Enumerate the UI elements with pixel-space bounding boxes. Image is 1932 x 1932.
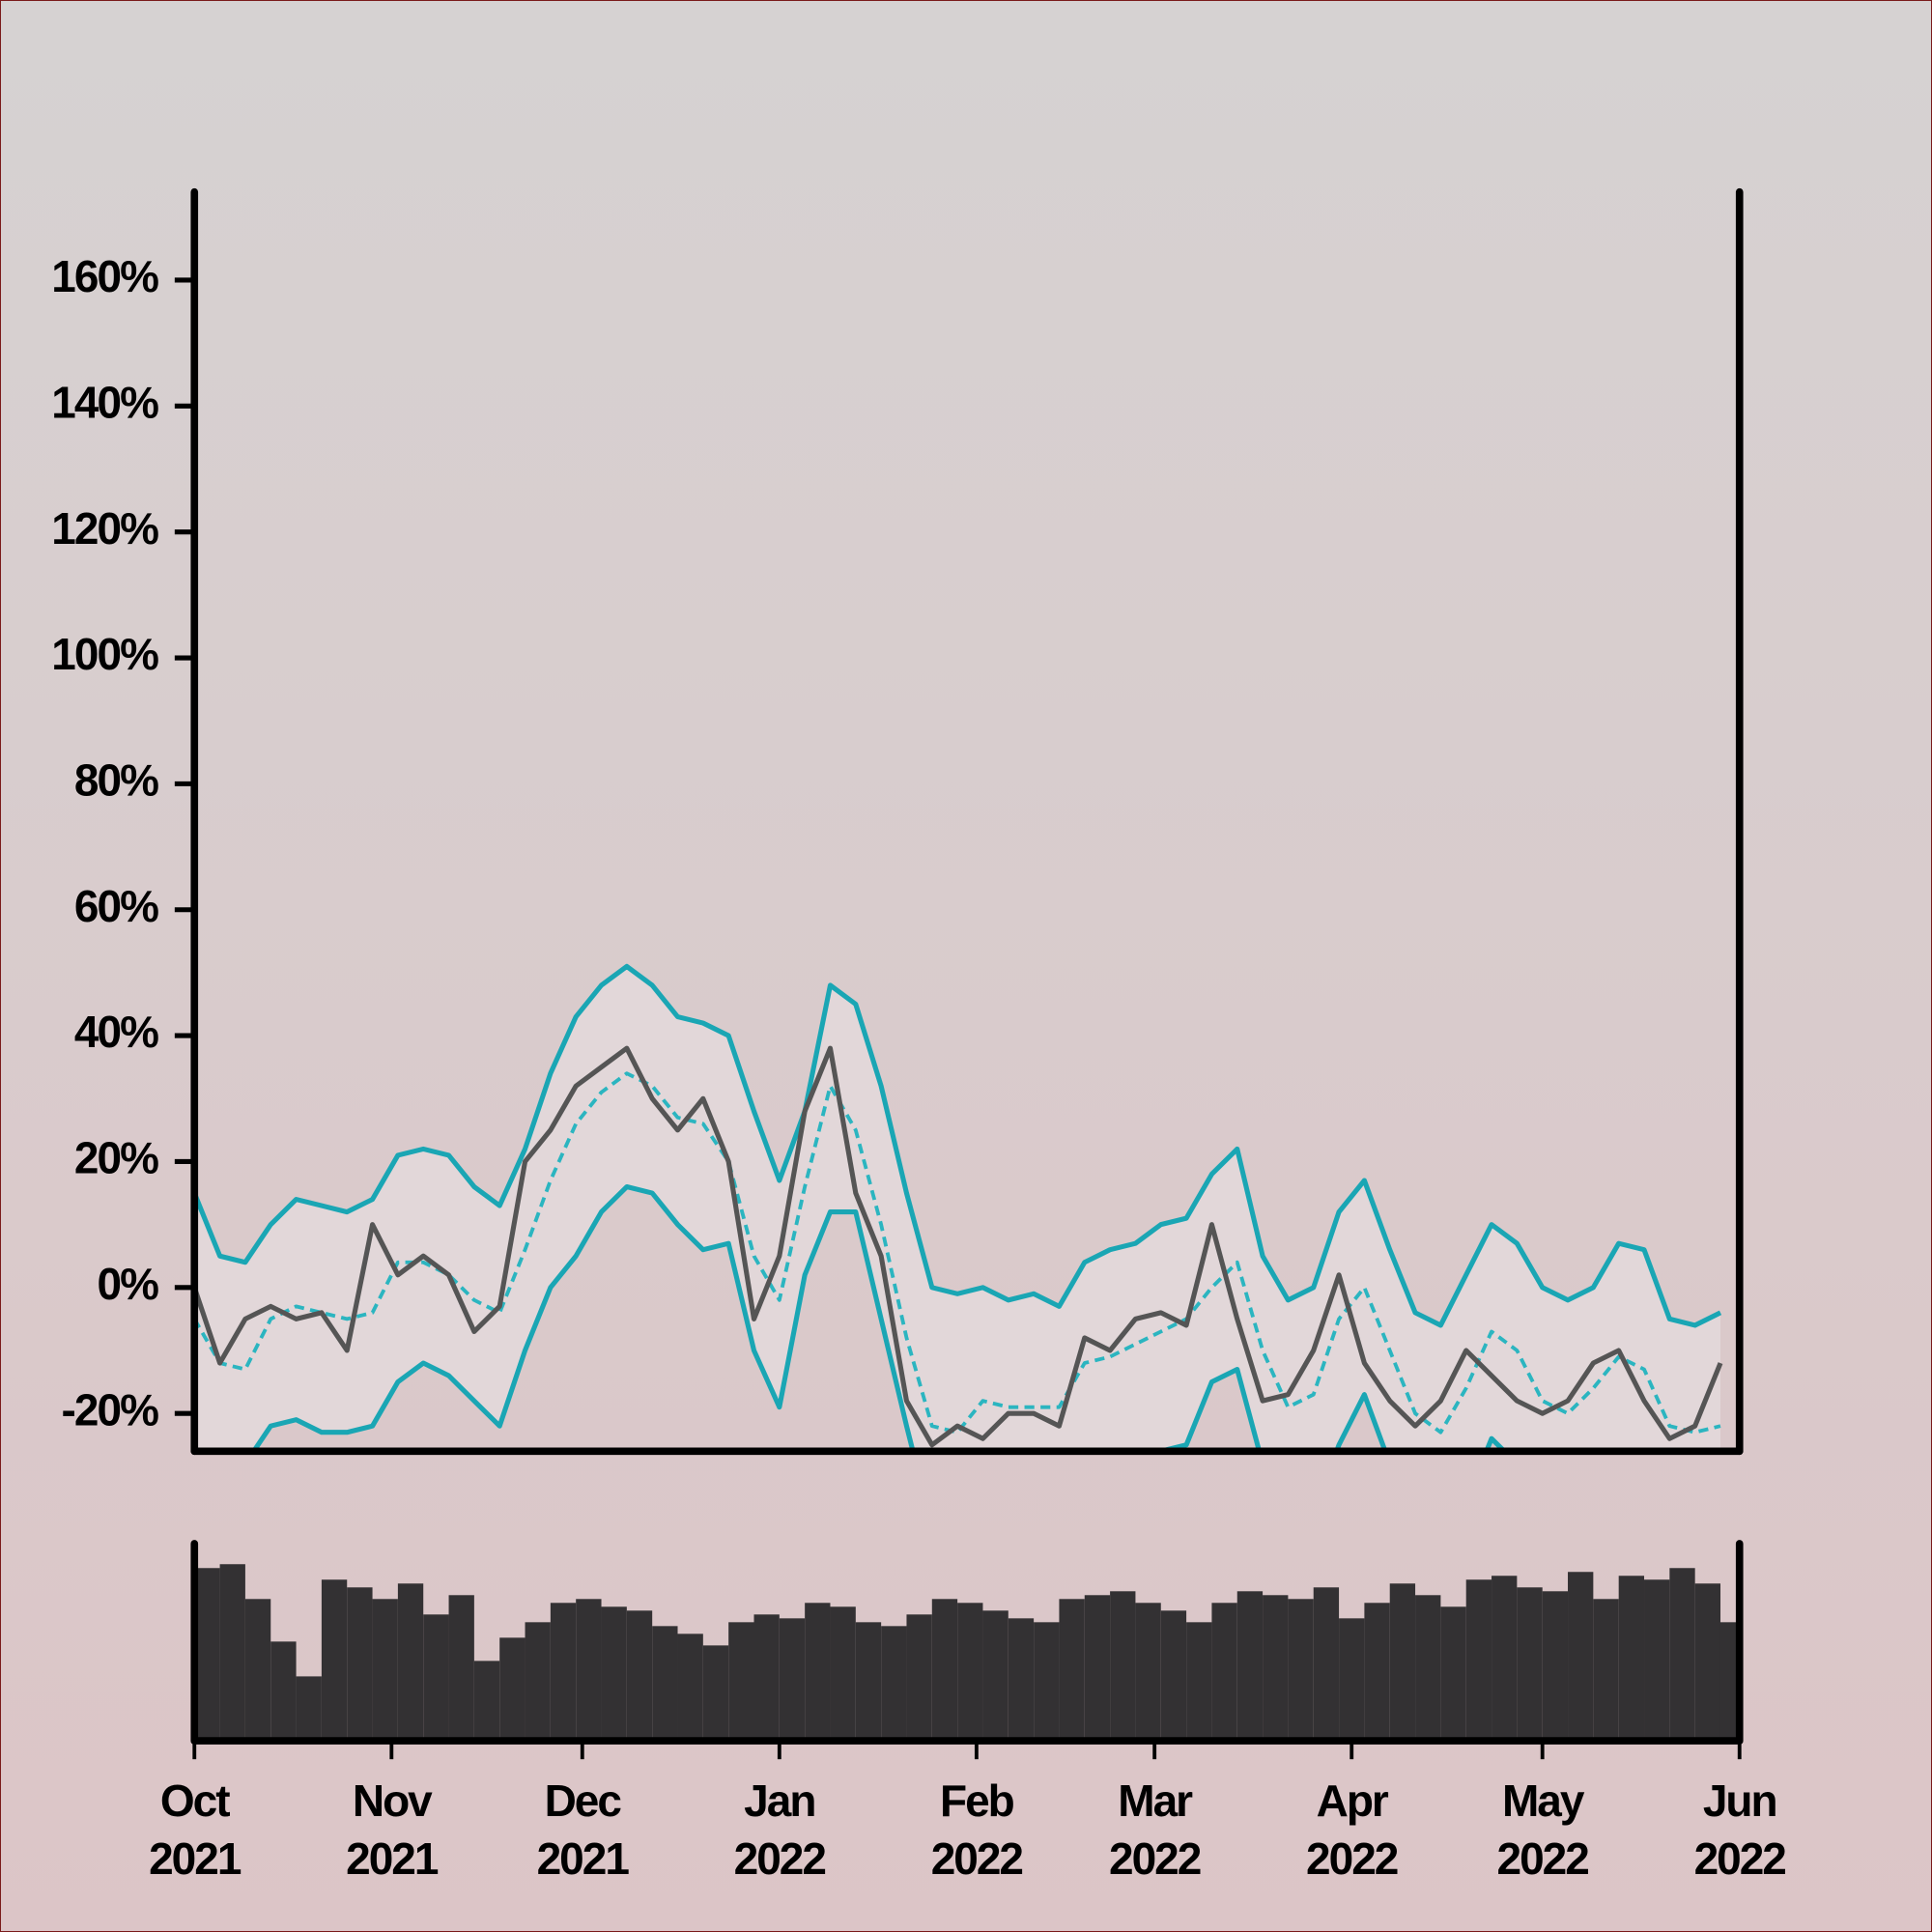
volume-bar bbox=[448, 1595, 474, 1739]
volume-bar bbox=[1288, 1599, 1314, 1739]
volume-bar bbox=[1618, 1576, 1645, 1739]
x-tick-label: Dec 2021 bbox=[536, 1775, 630, 1884]
volume-bar bbox=[1211, 1603, 1237, 1739]
volume-bar bbox=[805, 1603, 831, 1739]
volume-bar bbox=[1135, 1603, 1161, 1739]
volume-bar bbox=[1568, 1572, 1594, 1739]
volume-bar bbox=[677, 1634, 703, 1739]
volume-bar bbox=[397, 1583, 424, 1739]
y-tick-label: 20% bbox=[74, 1133, 158, 1183]
volume-bar bbox=[1465, 1579, 1492, 1739]
y-tick-label: 0% bbox=[97, 1259, 158, 1309]
volume-bar bbox=[1313, 1587, 1340, 1739]
volume-bar bbox=[525, 1622, 551, 1739]
volume-bar bbox=[296, 1676, 322, 1739]
x-tick-label: Oct 2021 bbox=[149, 1775, 242, 1884]
volume-bar bbox=[1034, 1622, 1060, 1739]
y-tick-label: 60% bbox=[74, 881, 158, 931]
x-tick-label: Apr 2022 bbox=[1306, 1775, 1399, 1884]
x-tick-label: Jun 2022 bbox=[1693, 1775, 1787, 1884]
x-tick-label: Nov 2021 bbox=[346, 1775, 439, 1884]
y-tick-label: 140% bbox=[51, 377, 158, 427]
volume-bar bbox=[753, 1614, 780, 1739]
x-tick-label: Mar 2022 bbox=[1109, 1775, 1202, 1884]
volume-bar bbox=[652, 1626, 678, 1739]
volume-bar bbox=[957, 1603, 983, 1739]
volume-bar bbox=[1719, 1622, 1740, 1739]
volume-bar bbox=[1339, 1618, 1365, 1739]
volume-bar bbox=[1084, 1595, 1111, 1739]
volume-bar bbox=[1059, 1599, 1085, 1739]
volume-bar bbox=[779, 1618, 806, 1739]
y-tick-label: 160% bbox=[51, 251, 158, 301]
volume-bar bbox=[728, 1622, 754, 1739]
volume-bar bbox=[372, 1599, 398, 1739]
volume-bar bbox=[347, 1587, 373, 1739]
volume-bar bbox=[473, 1661, 500, 1739]
volume-bar bbox=[321, 1579, 348, 1739]
series-line bbox=[194, 1071, 1721, 1435]
y-tick-label: 100% bbox=[51, 629, 158, 679]
y-tick-label: -20% bbox=[61, 1384, 158, 1435]
y-tick-label: 120% bbox=[51, 503, 158, 554]
y-tick-label: 40% bbox=[74, 1007, 158, 1057]
volume-bar bbox=[1593, 1599, 1619, 1739]
volume-bar bbox=[855, 1622, 882, 1739]
volume-bar bbox=[1492, 1576, 1518, 1739]
series-line bbox=[194, 1045, 1723, 1448]
volume-bar bbox=[423, 1614, 449, 1739]
volume-bar bbox=[270, 1641, 297, 1739]
series-line bbox=[194, 963, 1722, 1328]
volume-bar bbox=[499, 1637, 526, 1739]
volume-bar bbox=[1186, 1622, 1212, 1739]
volume-bar bbox=[1694, 1583, 1720, 1739]
volume-bar bbox=[1415, 1595, 1441, 1739]
volume-bar bbox=[576, 1599, 602, 1739]
volume-bar bbox=[1440, 1606, 1466, 1739]
volume-bar bbox=[1644, 1579, 1670, 1739]
volume-bar bbox=[194, 1568, 220, 1739]
volume-bar bbox=[601, 1606, 627, 1739]
volume-bar bbox=[830, 1606, 856, 1739]
axes bbox=[190, 187, 1744, 1745]
volume-bar bbox=[626, 1610, 653, 1739]
x-tick-label: May 2022 bbox=[1496, 1775, 1590, 1884]
plot-area bbox=[194, 963, 1723, 1452]
volume-bar bbox=[1542, 1591, 1569, 1739]
volume-bar bbox=[1364, 1603, 1390, 1739]
volume-bar bbox=[1517, 1587, 1543, 1739]
volume-bar bbox=[219, 1564, 245, 1739]
volume-bar bbox=[1008, 1618, 1035, 1739]
x-tick-label: Feb 2022 bbox=[930, 1775, 1024, 1884]
volume-bar bbox=[1160, 1610, 1187, 1739]
volume-bar bbox=[982, 1610, 1009, 1739]
volume-bar bbox=[550, 1603, 577, 1739]
volume-bar bbox=[931, 1599, 958, 1739]
volume-bar bbox=[906, 1614, 932, 1739]
volume-bar bbox=[1669, 1568, 1695, 1739]
volume-bar bbox=[1263, 1595, 1289, 1739]
volume-bar bbox=[702, 1645, 729, 1739]
volume-bar bbox=[1110, 1591, 1136, 1739]
volume-bar bbox=[1389, 1583, 1416, 1739]
y-tick-label: 80% bbox=[74, 755, 158, 806]
series-line bbox=[250, 1183, 1508, 1452]
volume-bar bbox=[881, 1626, 907, 1739]
x-tick-label: Jan 2022 bbox=[733, 1775, 827, 1884]
volume-bar bbox=[1236, 1591, 1264, 1739]
volume-bar bbox=[244, 1599, 271, 1739]
